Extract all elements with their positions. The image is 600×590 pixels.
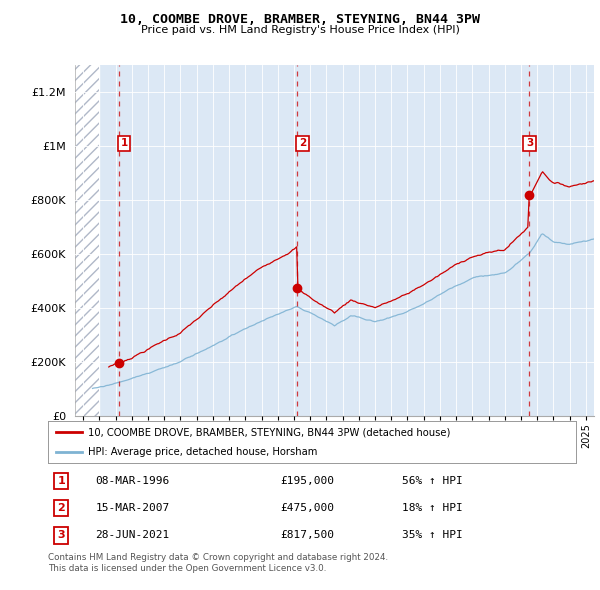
Text: 10, COOMBE DROVE, BRAMBER, STEYNING, BN44 3PW: 10, COOMBE DROVE, BRAMBER, STEYNING, BN4…: [120, 13, 480, 26]
Text: 08-MAR-1996: 08-MAR-1996: [95, 476, 170, 486]
Text: 15-MAR-2007: 15-MAR-2007: [95, 503, 170, 513]
Text: 1: 1: [58, 476, 65, 486]
Text: £475,000: £475,000: [280, 503, 334, 513]
Text: Price paid vs. HM Land Registry's House Price Index (HPI): Price paid vs. HM Land Registry's House …: [140, 25, 460, 35]
Text: £195,000: £195,000: [280, 476, 334, 486]
Bar: [75, 65, 100, 416]
Text: 2: 2: [58, 503, 65, 513]
Text: 10, COOMBE DROVE, BRAMBER, STEYNING, BN44 3PW (detached house): 10, COOMBE DROVE, BRAMBER, STEYNING, BN4…: [88, 427, 450, 437]
Text: 3: 3: [526, 138, 533, 148]
Text: 18% ↑ HPI: 18% ↑ HPI: [402, 503, 463, 513]
Bar: [75, 65, 100, 416]
Text: 2: 2: [299, 138, 306, 148]
Text: 1: 1: [121, 138, 128, 148]
Text: HPI: Average price, detached house, Horsham: HPI: Average price, detached house, Hors…: [88, 447, 317, 457]
Text: 56% ↑ HPI: 56% ↑ HPI: [402, 476, 463, 486]
Text: £817,500: £817,500: [280, 530, 334, 540]
Text: 3: 3: [58, 530, 65, 540]
Text: 28-JUN-2021: 28-JUN-2021: [95, 530, 170, 540]
Text: 35% ↑ HPI: 35% ↑ HPI: [402, 530, 463, 540]
Text: Contains HM Land Registry data © Crown copyright and database right 2024.
This d: Contains HM Land Registry data © Crown c…: [48, 553, 388, 573]
